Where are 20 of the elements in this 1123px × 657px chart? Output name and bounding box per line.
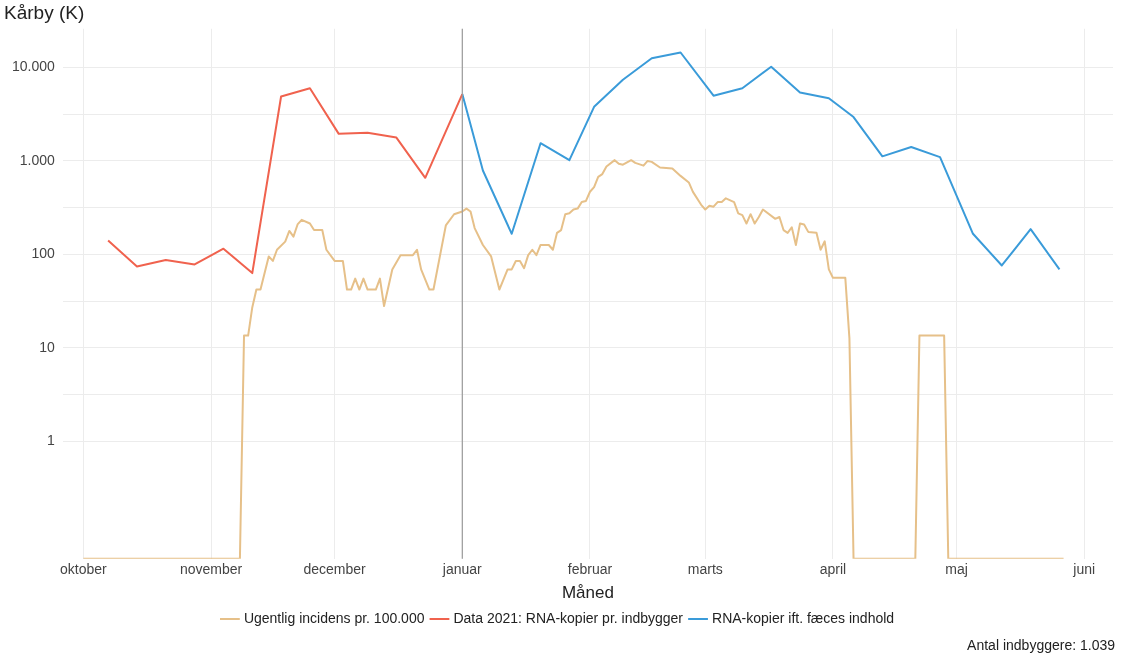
legend-label: Data 2021: RNA-kopier pr. indbygger [453, 609, 684, 626]
x-tick-label: november [179, 561, 243, 578]
x-tick-label: juni [1072, 561, 1096, 578]
x-tick-label: februar [567, 561, 613, 578]
chart-title: Kårby (K) [4, 1, 85, 23]
x-tick-label: oktober [60, 561, 108, 578]
y-tick-label: 100 [31, 245, 56, 262]
y-tick-label: 1.000 [19, 151, 56, 168]
x-tick-label: marts [687, 561, 723, 578]
text: Antal indbyggere: 1.039 [967, 637, 1115, 653]
x-tick-label: maj [945, 561, 968, 578]
legend-label: RNA-kopier ift. fæces indhold [712, 609, 895, 626]
legend-label: Ugentlig incidens pr. 100.000 [243, 609, 425, 626]
x-tick-label: december [303, 561, 367, 578]
x-tick-label: april [819, 561, 847, 578]
y-tick-label: 1 [47, 432, 56, 449]
y-tick-label: 10 [39, 338, 56, 355]
y-tick-label: 10.000 [11, 58, 56, 75]
x-tick-label: januar [441, 561, 483, 578]
x-axis-title: Måned [561, 583, 614, 603]
